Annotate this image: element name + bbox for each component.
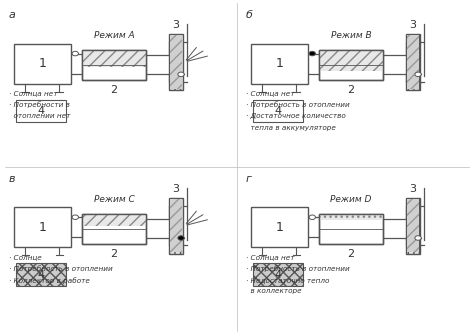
Text: · Коллектор в работе: · Коллектор в работе xyxy=(9,277,90,284)
Bar xyxy=(406,198,420,254)
Bar xyxy=(406,34,420,90)
Bar xyxy=(14,43,71,84)
Text: · Солнца нет: · Солнца нет xyxy=(9,90,58,96)
Bar xyxy=(82,50,146,67)
Text: г: г xyxy=(245,174,251,184)
Text: 1: 1 xyxy=(275,57,283,70)
Text: 4: 4 xyxy=(37,106,45,116)
Bar xyxy=(82,214,146,244)
Text: а: а xyxy=(8,10,15,20)
Text: 3: 3 xyxy=(410,20,417,30)
Circle shape xyxy=(178,72,184,76)
Text: Режим C: Режим C xyxy=(93,195,134,204)
Text: 3: 3 xyxy=(173,184,180,194)
Text: 2: 2 xyxy=(110,85,118,95)
Text: · Потребность в отоплении: · Потребность в отоплении xyxy=(9,265,113,272)
Bar xyxy=(319,50,383,80)
Bar xyxy=(14,207,71,247)
Text: Режим A: Режим A xyxy=(94,31,134,40)
Bar xyxy=(319,214,383,244)
Bar xyxy=(82,50,146,80)
Text: 4: 4 xyxy=(274,270,282,280)
Circle shape xyxy=(415,72,421,76)
Text: · Недостаточно тепло: · Недостаточно тепло xyxy=(246,277,329,283)
Text: · Солнца нет: · Солнца нет xyxy=(246,90,295,96)
Bar xyxy=(319,50,383,71)
Circle shape xyxy=(309,51,316,56)
Text: 2: 2 xyxy=(347,249,355,259)
Text: · Потребность в отоплении: · Потребность в отоплении xyxy=(246,265,350,272)
Text: 1: 1 xyxy=(275,221,283,234)
Bar xyxy=(407,35,419,89)
Bar xyxy=(319,214,383,220)
Bar xyxy=(170,199,182,253)
Bar xyxy=(253,100,303,122)
Text: · Солнце: · Солнце xyxy=(9,254,42,260)
Text: тепла в аккумуляторе: тепла в аккумуляторе xyxy=(246,125,336,131)
Bar xyxy=(169,198,183,254)
Circle shape xyxy=(178,236,184,240)
Bar xyxy=(169,34,183,90)
Bar xyxy=(170,35,182,89)
Text: б: б xyxy=(245,10,252,20)
Text: в: в xyxy=(8,174,15,184)
Text: 2: 2 xyxy=(110,249,118,259)
Text: 3: 3 xyxy=(410,184,417,194)
Bar xyxy=(251,207,308,247)
Text: 4: 4 xyxy=(274,106,282,116)
Text: · Солнца нет: · Солнца нет xyxy=(246,254,295,260)
Bar xyxy=(16,263,66,286)
Text: Режим D: Режим D xyxy=(330,195,372,204)
Text: 3: 3 xyxy=(173,20,180,30)
Bar xyxy=(82,214,146,226)
Bar xyxy=(253,263,303,286)
Text: · Достаточное количество: · Достаточное количество xyxy=(246,113,346,119)
Bar xyxy=(407,199,419,253)
Bar xyxy=(319,50,383,80)
Circle shape xyxy=(309,215,316,219)
Bar xyxy=(251,43,308,84)
Text: 1: 1 xyxy=(38,221,46,234)
Text: · Потребность в отоплении: · Потребность в отоплении xyxy=(246,102,350,109)
Text: 1: 1 xyxy=(38,57,46,70)
Bar xyxy=(319,214,383,244)
Bar xyxy=(82,214,146,244)
Text: · Потребности в: · Потребности в xyxy=(9,102,70,109)
Bar xyxy=(82,50,146,80)
Text: 2: 2 xyxy=(347,85,355,95)
Bar xyxy=(16,100,66,122)
Text: в коллекторе: в коллекторе xyxy=(246,288,302,294)
Circle shape xyxy=(415,236,421,240)
Text: Режим B: Режим B xyxy=(331,31,371,40)
Circle shape xyxy=(72,51,79,56)
Circle shape xyxy=(72,215,79,219)
Text: 4: 4 xyxy=(37,270,45,280)
Text: отоплении нет: отоплении нет xyxy=(9,113,71,119)
